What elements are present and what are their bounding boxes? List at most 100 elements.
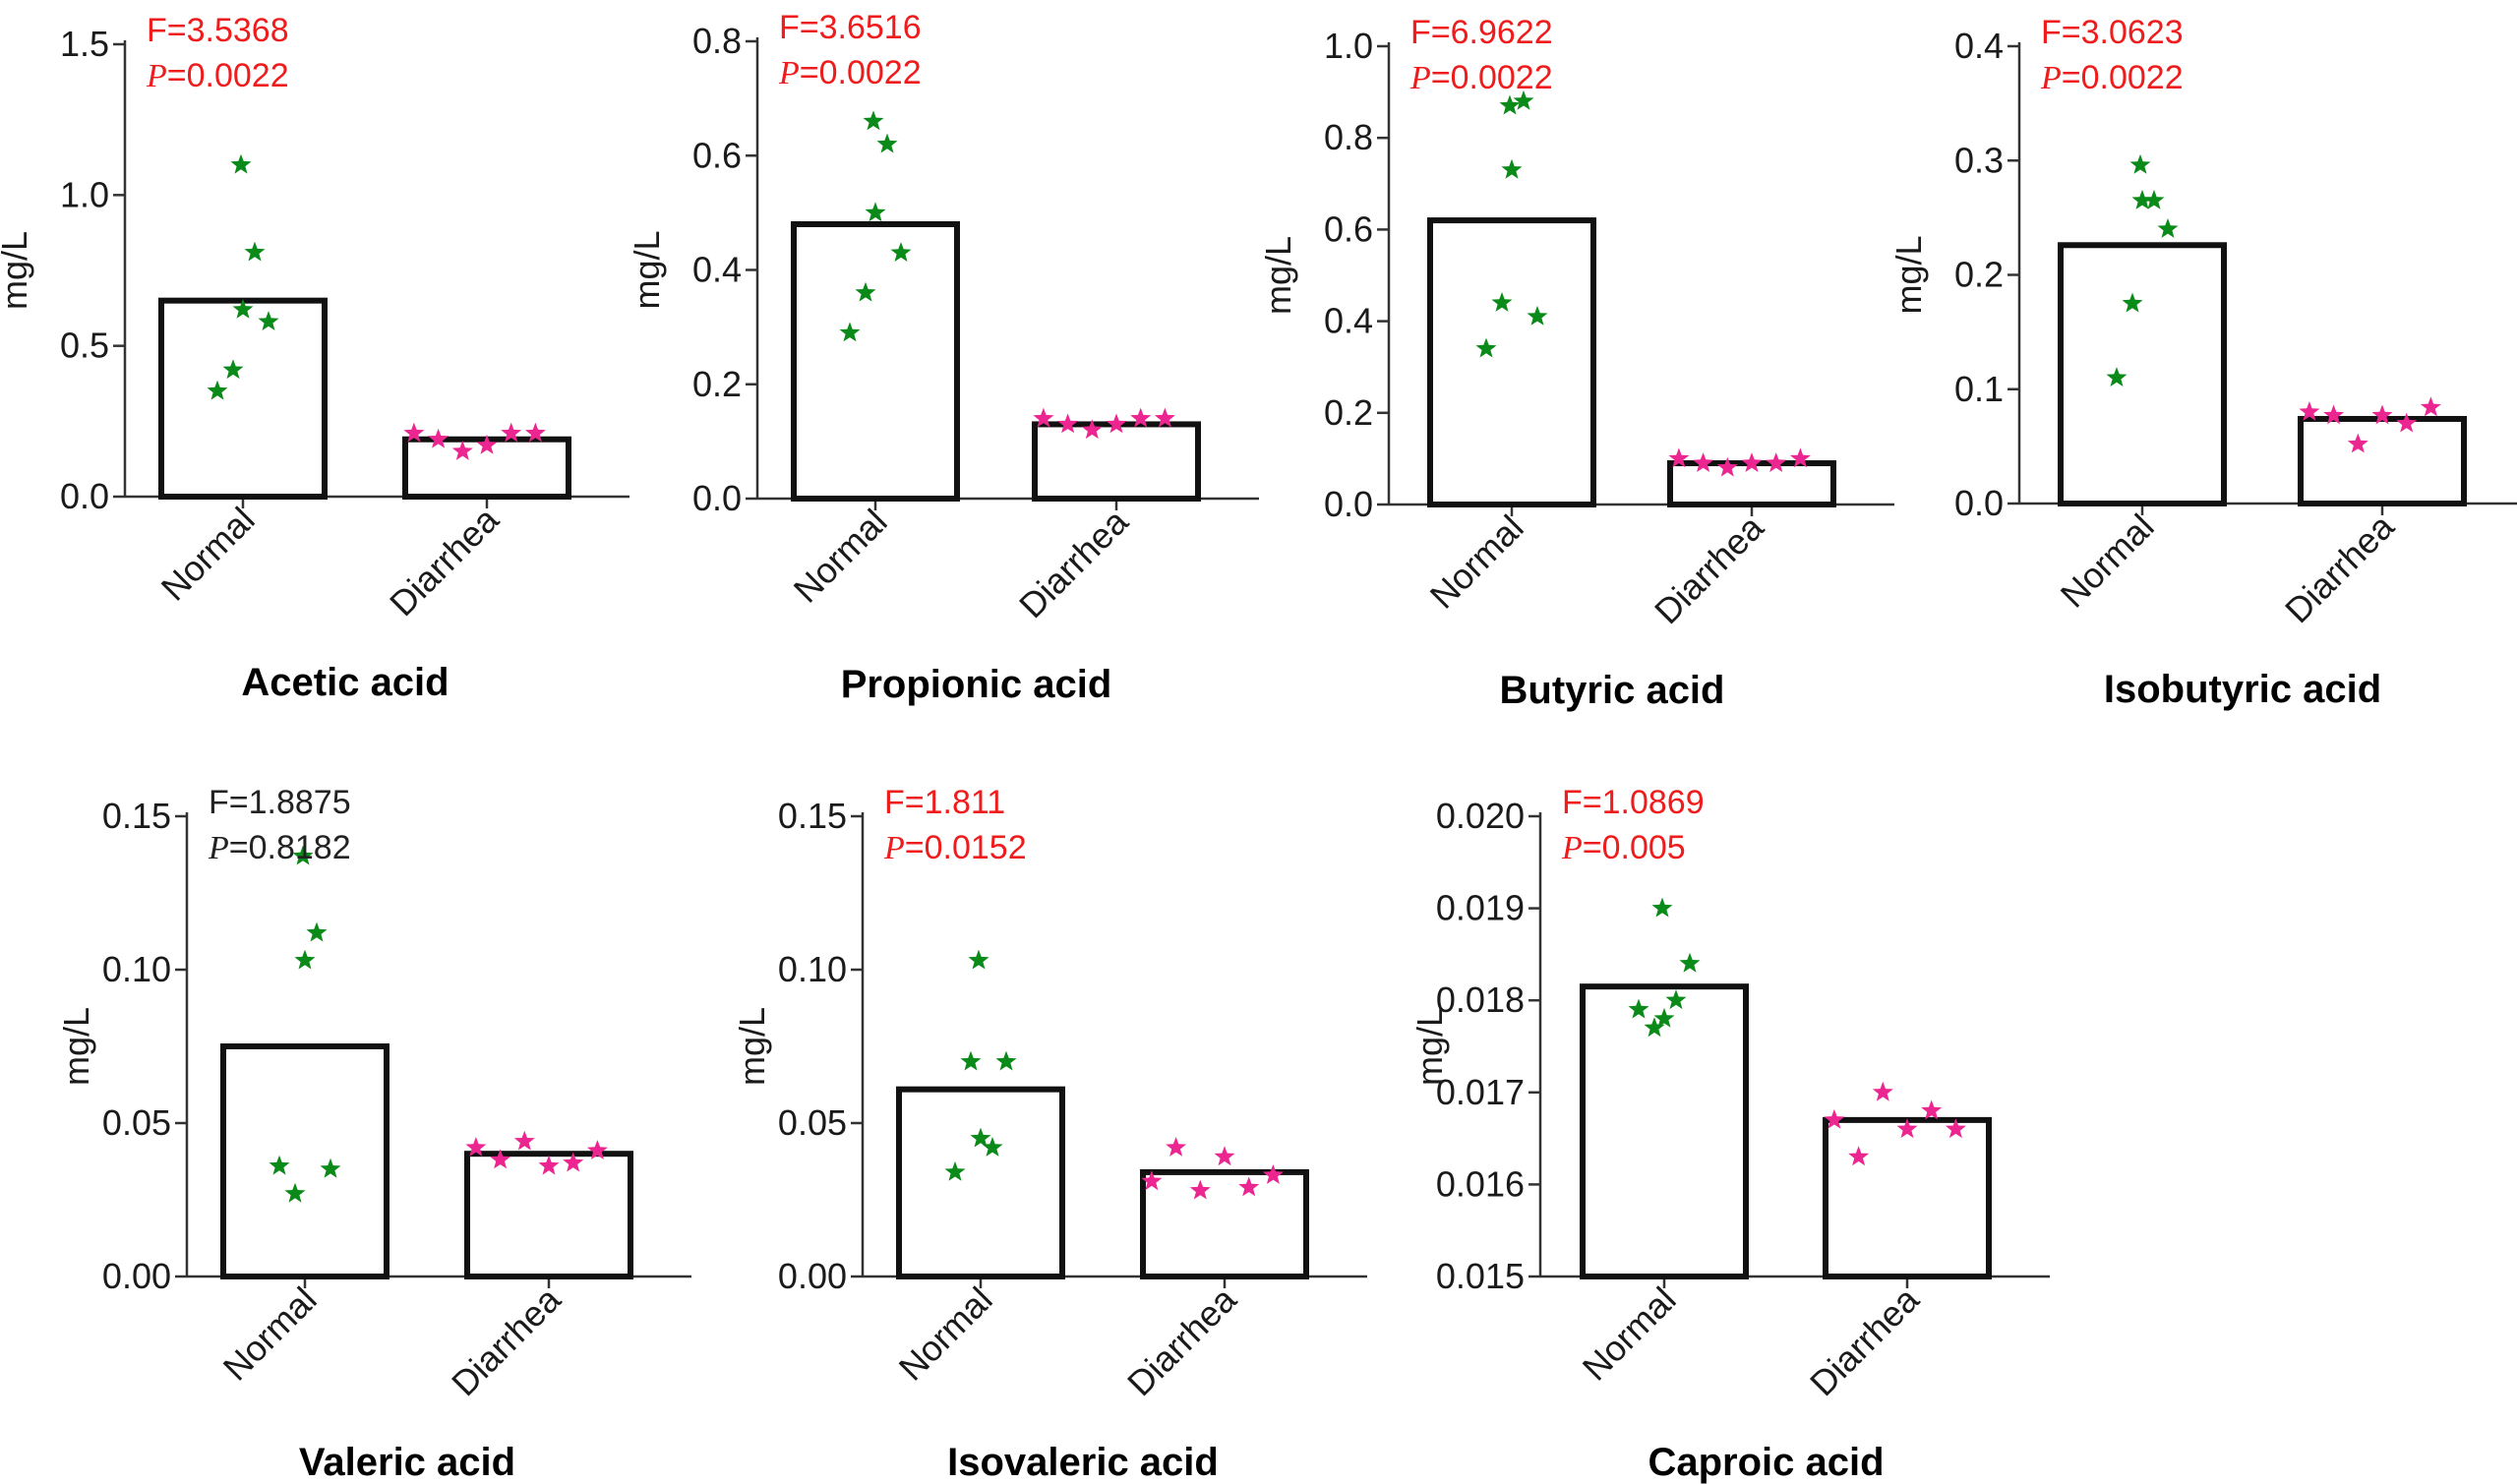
diarrhea-point [1872, 1081, 1893, 1101]
diarrhea-point [451, 441, 473, 460]
diarrhea-point [1789, 447, 1811, 468]
stat-p-value: P=0.0022 [146, 57, 289, 94]
chart-title: Acetic acid [241, 661, 449, 704]
stat-p-symbol: P [208, 830, 229, 866]
normal-point [2131, 189, 2153, 209]
stat-p-number: =0.0022 [167, 57, 289, 94]
normal-point [306, 921, 328, 942]
y-tick-label: 0.15 [102, 796, 171, 836]
stat-p-value: P=0.0022 [2040, 59, 2184, 96]
y-axis-label: mg/L [1258, 236, 1298, 315]
y-tick-label: 0.0 [1954, 483, 2004, 523]
category-label: Normal [215, 1279, 325, 1389]
chart-title: Valeric acid [299, 1441, 515, 1484]
stat-p-number: =0.005 [1583, 829, 1686, 866]
diarrhea-point [586, 1140, 608, 1159]
y-tick-label: 0.8 [1324, 117, 1373, 157]
diarrhea-point [465, 1137, 487, 1157]
y-tick-label: 1.0 [1324, 26, 1373, 66]
diarrhea-point [476, 434, 498, 454]
normal-point [1475, 337, 1497, 358]
y-tick-label: 0.5 [60, 326, 109, 366]
y-tick-label: 0.0 [60, 476, 109, 516]
category-label: Diarrhea [1011, 501, 1136, 625]
diarrhea-point [1824, 1108, 1845, 1129]
diarrhea-point [2396, 412, 2418, 433]
category-label: Diarrhea [1802, 1278, 1927, 1403]
chart-title: Propionic acid [841, 663, 1112, 706]
normal-point [294, 949, 316, 970]
normal-point [320, 1158, 341, 1178]
chart-title: Caproic acid [1648, 1441, 1884, 1484]
normal-point [222, 359, 244, 380]
y-tick-label: 0.15 [778, 796, 847, 836]
chart-panel: 0.00 0.05 0.10 0.15 Normal Diarrhea mg/L Valeri… [56, 784, 691, 1484]
chart-panel: 0.0 0.1 0.2 0.3 0.4 Normal Diarrhea mg/L Isobuty… [1888, 14, 2517, 711]
normal-point [839, 322, 861, 342]
stat-p-symbol: P [1561, 830, 1583, 866]
normal-point [1628, 998, 1649, 1019]
bar-diarrhea [1667, 460, 1836, 507]
y-tick-label: 0.018 [1436, 979, 1525, 1020]
bar-diarrhea [1140, 1168, 1309, 1280]
diarrhea-point [1214, 1146, 1235, 1166]
normal-point [995, 1050, 1017, 1071]
diarrhea-point [1262, 1164, 1284, 1184]
bar-normal [896, 1086, 1065, 1280]
stat-p-value: P=0.8182 [208, 829, 351, 866]
y-tick-label: 0.6 [1324, 208, 1373, 249]
y-tick-label: 0.00 [778, 1256, 847, 1296]
normal-point [269, 1155, 290, 1175]
diarrhea-point [1848, 1146, 1870, 1166]
diarrhea-point [1130, 407, 1152, 428]
chart-panel: 0.0 0.2 0.4 0.6 0.8 Normal Diarrhea mg/L Propion… [627, 9, 1259, 706]
y-tick-label: 1.5 [60, 24, 109, 64]
category-label: Diarrhea [382, 499, 507, 623]
normal-point [1644, 1017, 1665, 1038]
diarrhea-point [1766, 452, 1787, 472]
chart-panel: 0.015 0.016 0.017 0.018 0.019 0.020 Normal Diar… [1409, 784, 2050, 1484]
y-tick-label: 0.0 [1324, 484, 1373, 524]
y-tick-label: 0.10 [778, 949, 847, 989]
diarrhea-point [1741, 452, 1763, 472]
diarrhea-point [428, 428, 449, 448]
diarrhea-point [1166, 1137, 1187, 1157]
normal-point [2129, 153, 2151, 174]
category-label: Diarrhea [444, 1278, 569, 1403]
y-tick-label: 0.0 [692, 478, 742, 518]
diarrhea-point [513, 1130, 535, 1151]
diarrhea-point [1057, 413, 1079, 434]
y-axis-label: mg/L [1888, 235, 1929, 314]
normal-point [232, 298, 254, 319]
chart-title: Isovaleric acid [947, 1441, 1219, 1484]
y-tick-label: 0.8 [692, 21, 742, 61]
normal-point [855, 281, 876, 302]
normal-point [2143, 189, 2165, 209]
bar-normal [2058, 242, 2227, 506]
diarrhea-point [2323, 404, 2345, 425]
y-tick-label: 0.016 [1436, 1163, 1525, 1204]
y-tick-label: 0.019 [1436, 888, 1525, 928]
bar-diarrhea [1032, 421, 1201, 502]
normal-point [890, 242, 912, 262]
diarrhea-point [2299, 401, 2320, 421]
bar-diarrhea [464, 1151, 633, 1279]
y-tick-label: 0.2 [1954, 255, 2004, 295]
diarrhea-point [563, 1152, 584, 1172]
normal-point [1513, 89, 1534, 110]
diarrhea-point [2347, 433, 2368, 453]
bar-diarrhea [1823, 1116, 1992, 1279]
diarrhea-point [1945, 1118, 1966, 1139]
stat-f-value: F=6.9622 [1410, 14, 1553, 51]
chart-title: Isobutyric acid [2104, 668, 2381, 711]
category-label: Normal [891, 1279, 1000, 1389]
normal-point [244, 241, 266, 262]
diarrhea-point [1081, 419, 1103, 440]
y-tick-label: 0.05 [102, 1102, 171, 1143]
normal-point [863, 110, 884, 131]
diarrhea-point [538, 1155, 560, 1175]
y-tick-label: 0.4 [1324, 301, 1373, 341]
stat-f-value: F=1.0869 [1562, 784, 1705, 821]
normal-point [876, 133, 898, 153]
